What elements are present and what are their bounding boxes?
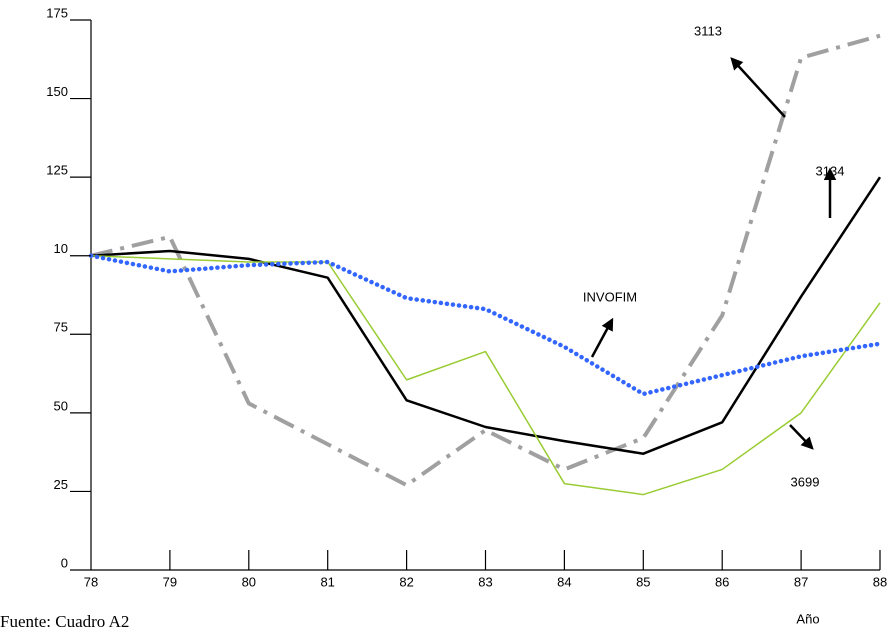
x-axis-label: Año bbox=[796, 611, 819, 626]
arrow bbox=[789, 424, 814, 450]
x-tick-label: 85 bbox=[636, 574, 650, 589]
y-tick-label: 0 bbox=[61, 555, 68, 570]
x-tick-label: 78 bbox=[84, 574, 98, 589]
x-tick-label: 88 bbox=[873, 574, 887, 589]
source: Fuente: Cuadro A2 bbox=[0, 612, 129, 630]
y-tick-label: 25 bbox=[54, 477, 68, 492]
series-line bbox=[90, 176, 882, 455]
series-line bbox=[88, 253, 883, 397]
x-tick-label: 81 bbox=[320, 574, 334, 589]
series-label: 3113 bbox=[694, 23, 722, 38]
x-tick-label: 87 bbox=[794, 574, 808, 589]
series-label: INVOFIM bbox=[583, 289, 637, 304]
arrow bbox=[590, 317, 614, 358]
y-tick-label: 175 bbox=[46, 5, 68, 20]
series-label: 3134 bbox=[816, 163, 845, 178]
x-tick-label: 84 bbox=[557, 574, 571, 589]
x-tick-label: 79 bbox=[163, 574, 177, 589]
series-line bbox=[90, 254, 881, 496]
y-tick-label: 10 bbox=[54, 241, 68, 256]
y-tick-label: 125 bbox=[46, 163, 68, 178]
series-label: 3699 bbox=[791, 474, 820, 489]
x-tick-label: 83 bbox=[478, 574, 492, 589]
x-tick-label: 82 bbox=[399, 574, 413, 589]
arrow bbox=[730, 57, 786, 118]
x-tick-label: 86 bbox=[715, 574, 729, 589]
y-tick-label: 75 bbox=[54, 320, 68, 335]
y-tick-label: 50 bbox=[54, 398, 68, 413]
y-tick-label: 150 bbox=[46, 84, 68, 99]
x-tick-label: 80 bbox=[242, 574, 256, 589]
